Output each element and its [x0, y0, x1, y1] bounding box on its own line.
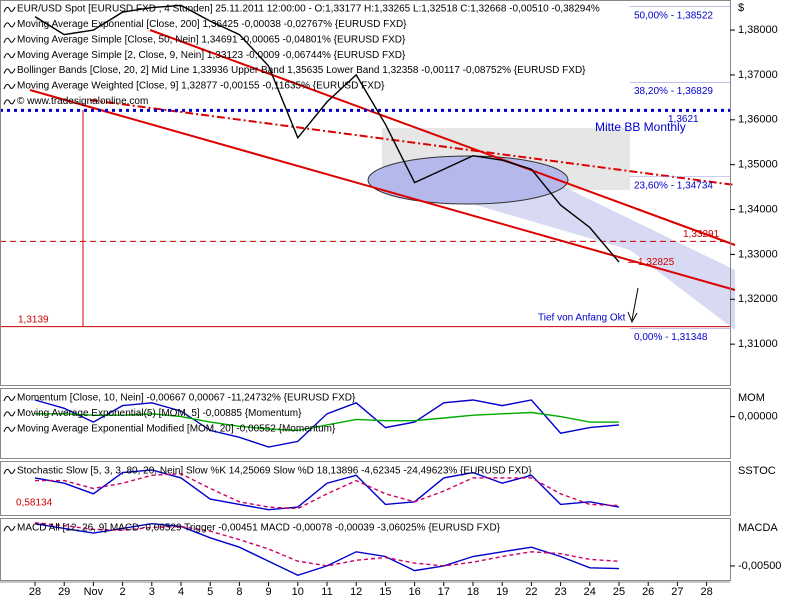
series-line	[34, 522, 620, 577]
legend-icon	[3, 37, 16, 43]
x-tick-label: 18	[467, 586, 479, 598]
x-tick-label: 19	[496, 586, 508, 598]
x-tick-label: 26	[642, 586, 654, 598]
panel-border	[0, 461, 731, 516]
legend-text: EUR/USD Spot [EURUSD FXD , 4 Stunden] 25…	[17, 4, 600, 15]
legend-icon	[3, 99, 16, 105]
x-tick-label: 3	[149, 586, 155, 598]
y-tick-label: 0,00000	[738, 411, 778, 423]
x-tick-label: 10	[292, 586, 304, 598]
x-tick-label: 2	[120, 586, 126, 598]
ellipse	[367, 155, 569, 205]
legend-icon	[3, 22, 16, 28]
x-tick-label: 22	[525, 586, 537, 598]
y-tick-label: 1,34000	[738, 203, 778, 215]
annotation: Mitte BB Monthly	[595, 120, 686, 134]
x-tick-label: 23	[554, 586, 566, 598]
legend-icon	[3, 83, 16, 90]
annotation: Tief von Anfang Okt	[538, 313, 626, 324]
level-label: 1,3139	[18, 314, 49, 325]
series-line	[34, 399, 620, 448]
x-tick-label: 29	[58, 586, 70, 598]
currency-label: $	[738, 2, 744, 14]
x-tick-label: 15	[379, 586, 391, 598]
last-price-label: 1,32825	[638, 257, 675, 268]
series-line	[35, 472, 620, 510]
legend-icon	[3, 426, 16, 432]
x-tick-label: 11	[321, 586, 332, 598]
legend-text: © www.tradesignalonline.com	[17, 96, 148, 107]
x-tick-label: 8	[236, 586, 242, 598]
panel-border	[0, 0, 731, 386]
x-tick-label: 16	[408, 586, 420, 598]
legend-text: Momentum [Close, 10, Nein] -0,00667 0,00…	[17, 393, 356, 404]
panel-border	[0, 518, 731, 581]
y-tick-label: 1,36000	[738, 114, 778, 126]
x-tick-label: Nov	[84, 586, 104, 598]
y-tick-label: -0,00500	[738, 560, 781, 572]
fib-label: 50,00% - 1,38522	[634, 10, 713, 21]
legend-text: Bollinger Bands [Close, 20, 2] Mid Line …	[17, 65, 586, 76]
trend-line	[29, 89, 736, 291]
x-tick-label: 17	[438, 586, 450, 598]
legend-text: Moving Average Simple [Close, 50, Nein] …	[17, 34, 406, 45]
x-tick-label: 24	[584, 586, 596, 598]
x-tick-label: 12	[350, 586, 362, 598]
y-tick-label: 1,38000	[738, 24, 778, 36]
legend-icon	[3, 411, 16, 417]
legend-text: Moving Average Weighted [Close, 9] 1,328…	[17, 81, 385, 92]
series-line	[35, 411, 619, 432]
fib-label: 38,20% - 1,36829	[634, 86, 713, 97]
legend-text: MACD All [12, 26, 9] MACD -0,00529 Trigg…	[17, 523, 501, 534]
y-tick-label: 1,33000	[738, 248, 778, 260]
fib-label: 0,00% - 1,31348	[634, 332, 708, 343]
series-line	[34, 4, 620, 263]
panel-border	[0, 388, 731, 459]
level-label: 1,33291	[683, 229, 720, 240]
legend-icon	[3, 395, 16, 402]
axis-label: SSTOC	[738, 465, 776, 477]
y-tick-label: 1,37000	[738, 69, 778, 81]
axis-label: MACDA	[738, 522, 778, 534]
fib-label: 23,60% - 1,34734	[634, 180, 713, 191]
x-tick-label: 28	[700, 586, 712, 598]
legend-text: Moving Average Exponential(5) [MOM, 5] -…	[17, 408, 302, 419]
y-tick-label: 1,31000	[738, 338, 778, 350]
legend-text: Moving Average Exponential Modified [MOM…	[17, 423, 336, 434]
legend-icon	[3, 53, 16, 59]
level-label: 1,3621	[668, 114, 699, 125]
x-tick-label: 27	[671, 586, 683, 598]
legend-icon	[3, 468, 16, 475]
arrow	[627, 287, 639, 324]
legend-icon	[3, 6, 16, 13]
legend-text: Moving Average Exponential [Close, 200] …	[17, 19, 407, 30]
y-tick-label: 1,35000	[738, 159, 778, 171]
annotation: 0,58134	[16, 498, 53, 509]
x-tick-label: 25	[613, 586, 625, 598]
channel	[390, 180, 735, 330]
legend-text: Stochastic Slow [5, 3, 3, 80, 20, Nein] …	[17, 466, 532, 477]
x-tick-label: 9	[266, 586, 272, 598]
trend-line	[89, 99, 736, 186]
x-tick-label: 28	[29, 586, 41, 598]
legend-icon	[3, 68, 16, 74]
x-tick-label: 5	[207, 586, 213, 598]
x-tick-label: 4	[178, 586, 184, 598]
legend-text: Moving Average Simple [2, Close, 9, Nein…	[17, 50, 406, 61]
axis-label: MOM	[738, 392, 765, 404]
legend-icon	[3, 525, 16, 532]
y-tick-label: 1,32000	[738, 293, 778, 305]
trend-line	[149, 29, 736, 246]
